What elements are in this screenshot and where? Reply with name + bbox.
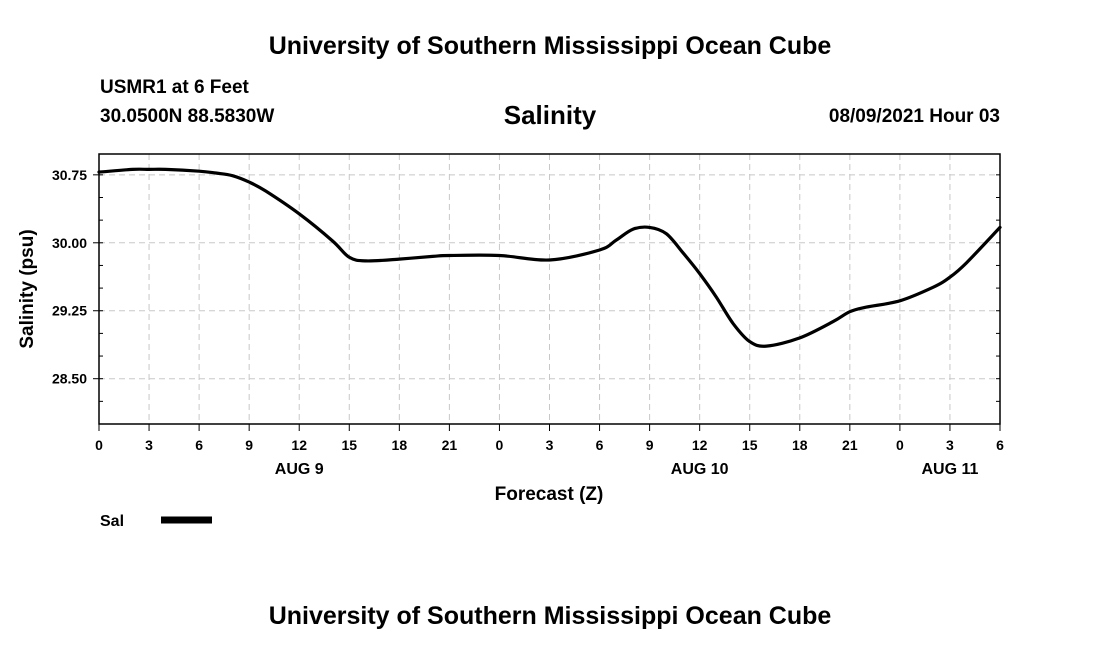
- y-tick-label: 30.00: [52, 235, 87, 251]
- x-tick-label: 6: [996, 437, 1004, 453]
- x-tick-label: 6: [596, 437, 604, 453]
- y-axis-label: Salinity (psu): [17, 229, 38, 348]
- x-tick-label: 15: [341, 437, 357, 453]
- x-tick-label: 15: [742, 437, 758, 453]
- x-tick-label: 0: [496, 437, 504, 453]
- date-label: AUG 9: [275, 461, 324, 478]
- x-tick-label: 9: [245, 437, 253, 453]
- x-tick-label: 18: [392, 437, 408, 453]
- date-label: AUG 10: [671, 461, 729, 478]
- x-tick-label: 3: [546, 437, 554, 453]
- station-label: USMR1 at 6 Feet: [100, 77, 249, 98]
- x-axis-label: Forecast (Z): [495, 484, 604, 505]
- y-tick-label: 30.75: [52, 167, 87, 183]
- x-tick-label: 12: [291, 437, 307, 453]
- series-line-salinity: [97, 167, 1002, 348]
- y-tick-label: 28.50: [52, 371, 87, 387]
- legend-label: Sal: [100, 513, 124, 530]
- forecast-datetime: 08/09/2021 Hour 03: [828, 106, 1000, 127]
- x-tick-label: 12: [692, 437, 708, 453]
- grid: [99, 154, 1000, 424]
- x-tick-label: 3: [946, 437, 954, 453]
- y-tick-label: 29.25: [52, 303, 87, 319]
- top-title: University of Southern Mississippi Ocean…: [268, 32, 832, 60]
- x-tick-label: 18: [792, 437, 808, 453]
- x-tick-label: 0: [896, 437, 904, 453]
- date-label: AUG 11: [921, 461, 978, 478]
- x-tick-label: 21: [842, 437, 858, 453]
- x-tick-label: 0: [95, 437, 103, 453]
- x-tick-label: 21: [442, 437, 458, 453]
- bottom-title: University of Southern Mississippi Ocean…: [268, 602, 832, 630]
- x-tick-label: 9: [646, 437, 654, 453]
- x-tick-label: 6: [195, 437, 203, 453]
- station-coordinates: 30.0500N 88.5830W: [100, 106, 275, 127]
- series-layer: [97, 167, 1002, 348]
- x-tick-label: 3: [145, 437, 153, 453]
- axes: 0 3 6 9 12 15 18 21 0 3 6 9 12 15 18 21 0 3 6 30.75 30.00 29.…: [52, 167, 1004, 478]
- chart-title: Salinity: [503, 100, 597, 130]
